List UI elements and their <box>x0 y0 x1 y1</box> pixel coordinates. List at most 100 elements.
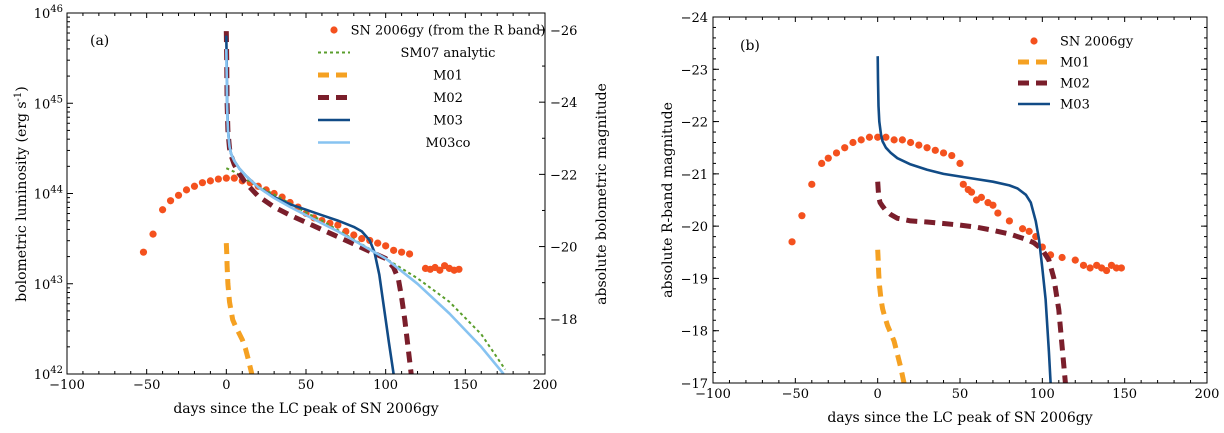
data-point-sn-2006gy-from-the-r-band <box>139 248 148 256</box>
x-tick-label: 100 <box>1030 387 1055 402</box>
x-tick-label: 0 <box>874 387 882 402</box>
legend-label-m03: M03 <box>1060 98 1090 113</box>
data-point-sn-2006gy-from-the-r-band <box>174 191 183 199</box>
data-point-sn-2006gy-from-the-r-band <box>166 197 175 205</box>
x-tick-label: −50 <box>133 378 160 393</box>
data-point-sn-2006gy <box>1117 264 1125 272</box>
x-tick-label: 0 <box>222 378 230 393</box>
panel-a-y-axis-label: bolometric luminosity (erg s-1) <box>13 86 30 302</box>
data-point-sn-2006gy-from-the-r-band <box>455 265 463 273</box>
data-point-sn-2006gy <box>994 209 1002 217</box>
panel-a: −100 −50 0 50 100 150 200 10421043104410451046… <box>13 4 610 417</box>
data-point-sn-2006gy <box>857 136 865 144</box>
panel-b-x-axis-label: days since the LC peak of SN 2006gy <box>827 410 1092 426</box>
y-tick-base: 10 <box>34 97 51 112</box>
series-line-m01 <box>875 249 907 383</box>
data-point-sn-2006gy-from-the-r-band <box>190 182 199 190</box>
data-point-sn-2006gy <box>1025 227 1033 235</box>
x-tick-label: 100 <box>373 378 398 393</box>
data-point-sn-2006gy <box>798 212 806 220</box>
panel-a-y2-axis-label: absolute bolometric magnitude <box>594 83 610 305</box>
panel-b-y-axis-label: absolute R-band magnitude <box>660 102 676 298</box>
y-tick-base: 10 <box>34 188 51 203</box>
legend-marker-sn-2006gy-from-the-r-band <box>330 26 338 34</box>
data-point-sn-2006gy <box>788 238 796 246</box>
legend-label-sn-2006gy: SN 2006gy <box>1060 35 1134 50</box>
data-point-sn-2006gy <box>824 154 832 162</box>
y-tick-exponent: 45 <box>50 94 63 105</box>
legend-label-m03: M03 <box>433 114 463 129</box>
x-tick-label: 200 <box>1195 387 1220 402</box>
data-point-sn-2006gy-from-the-r-band <box>390 246 398 254</box>
data-point-sn-2006gy-from-the-r-band <box>350 231 358 239</box>
y-tick-label: 1046 <box>34 4 63 22</box>
data-point-sn-2006gy <box>898 136 906 144</box>
data-point-sn-2006gy <box>1005 217 1014 225</box>
data-point-sn-2006gy <box>931 146 939 154</box>
data-point-sn-2006gy-from-the-r-band <box>398 248 406 256</box>
data-point-sn-2006gy-from-the-r-band <box>382 242 390 250</box>
data-point-sn-2006gy-from-the-r-band <box>436 266 444 274</box>
data-point-sn-2006gy-from-the-r-band <box>214 175 222 183</box>
data-point-sn-2006gy <box>808 180 816 188</box>
series-line-m03co <box>225 49 505 374</box>
x-tick-label: 50 <box>298 378 315 393</box>
y-tick-label: −20 <box>681 220 708 235</box>
data-point-sn-2006gy <box>956 159 964 167</box>
series-line-m02 <box>875 181 1068 383</box>
data-point-sn-2006gy-from-the-r-band <box>405 250 414 258</box>
data-point-sn-2006gy <box>989 201 997 209</box>
data-point-sn-2006gy <box>818 159 826 167</box>
legend-label-m03co: M03co <box>426 136 471 151</box>
y-tick-base: 10 <box>34 7 51 22</box>
y-tick-exponent: 44 <box>50 185 63 196</box>
data-point-sn-2006gy <box>915 141 923 149</box>
legend-label-m02: M02 <box>1060 77 1090 92</box>
data-point-sn-2006gy <box>890 136 898 144</box>
panel-b-legend: SN 2006gy M01 M02 M03 <box>1018 35 1134 113</box>
y2-tick-label: −22 <box>550 168 577 183</box>
panel-b: −100 −50 0 50 100 150 200 −17 −18 −19 −20 −21 −22 −2… <box>660 11 1219 426</box>
series-line-m01 <box>223 242 255 374</box>
y-tick-label: 1042 <box>34 365 63 383</box>
panel-a-legend: SN 2006gy (from the R band) SM07 analytic… <box>318 24 546 151</box>
data-point-sn-2006gy <box>1102 266 1111 275</box>
data-point-sn-2006gy-from-the-r-band <box>198 179 207 187</box>
panel-a-plot-frame <box>66 12 546 375</box>
x-tick-label: −100 <box>49 378 85 393</box>
y-tick-label: −22 <box>681 116 708 131</box>
panel-a-label: (a) <box>90 33 109 49</box>
series-line-m02 <box>223 31 414 374</box>
x-tick-label: 150 <box>1112 387 1137 402</box>
y-tick-label: −24 <box>681 11 708 26</box>
y-tick-base: 10 <box>34 278 51 293</box>
y2-tick-label: −24 <box>550 96 577 111</box>
legend-label-sm07-analytic: SM07 analytic <box>401 46 496 61</box>
panel-a-y-axis-label-sup: -1 <box>13 92 24 102</box>
panel-a-y-axis-label-main: bolometric luminosity (erg s <box>14 101 30 301</box>
data-point-sn-2006gy-from-the-r-band <box>149 230 157 238</box>
x-tick-label: 200 <box>533 378 558 393</box>
data-point-sn-2006gy <box>1071 256 1079 264</box>
data-point-sn-2006gy <box>977 193 986 201</box>
y-tick-label: −18 <box>681 325 708 340</box>
data-point-sn-2006gy <box>1112 264 1121 272</box>
data-point-sn-2006gy-from-the-r-band <box>374 239 382 247</box>
series-line-sm07-analytic <box>225 167 507 371</box>
panel-b-series <box>788 56 1125 383</box>
panel-a-y-axis-label-close: ) <box>14 86 30 91</box>
panel-b-y-axis: −17 −18 −19 −20 −21 −22 −23 −24 <box>681 11 1207 392</box>
panel-b-label: (b) <box>740 38 760 54</box>
legend-label-sn-2006gy-from-the-r-band: SN 2006gy (from the R band) <box>351 24 546 39</box>
data-point-sn-2006gy <box>1086 264 1094 272</box>
data-point-sn-2006gy <box>907 138 915 147</box>
data-point-sn-2006gy-from-the-r-band <box>358 235 366 243</box>
data-point-sn-2006gy <box>1018 225 1027 233</box>
legend-label-m02: M02 <box>433 91 463 106</box>
data-point-sn-2006gy-from-the-r-band <box>206 177 214 185</box>
y2-tick-label: −26 <box>550 24 577 39</box>
y2-tick-label: −18 <box>550 313 577 328</box>
data-point-sn-2006gy <box>832 149 841 157</box>
